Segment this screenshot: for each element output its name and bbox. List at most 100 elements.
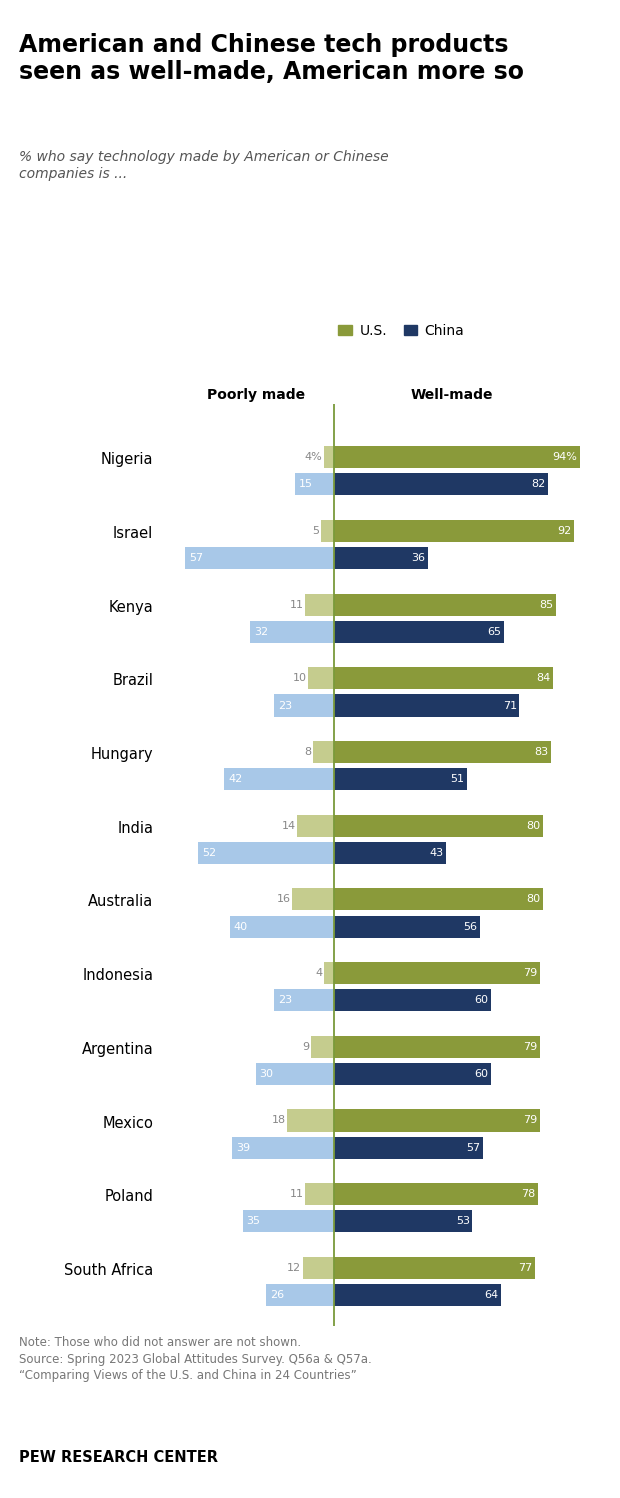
Bar [334, 593, 556, 616]
Bar [324, 446, 334, 469]
Text: 57: 57 [466, 1143, 480, 1153]
Text: 80: 80 [526, 821, 541, 831]
Bar [287, 1110, 334, 1131]
Text: 53: 53 [456, 1216, 470, 1227]
Bar [242, 1210, 334, 1233]
Bar [334, 1257, 535, 1279]
Text: 77: 77 [518, 1263, 533, 1273]
Text: PEW RESEARCH CENTER: PEW RESEARCH CENTER [19, 1450, 218, 1465]
Text: 39: 39 [236, 1143, 250, 1153]
Bar [334, 1064, 491, 1085]
Bar [313, 742, 334, 762]
Bar [292, 888, 334, 911]
Text: 12: 12 [287, 1263, 301, 1273]
Text: 11: 11 [290, 1189, 304, 1200]
Text: 8: 8 [304, 748, 312, 756]
Text: 56: 56 [464, 921, 477, 932]
Text: 36: 36 [412, 553, 425, 563]
Text: 60: 60 [474, 995, 488, 1005]
Bar [334, 1035, 541, 1058]
Text: 85: 85 [539, 599, 554, 610]
Text: 11: 11 [290, 599, 304, 610]
Bar [198, 842, 334, 864]
Text: 26: 26 [270, 1290, 284, 1300]
Text: 79: 79 [523, 1116, 538, 1125]
Bar [334, 915, 480, 938]
Bar [334, 842, 446, 864]
Text: 71: 71 [503, 701, 517, 710]
Text: 15: 15 [299, 479, 313, 490]
Text: Poorly made: Poorly made [206, 388, 305, 403]
Bar [334, 1284, 501, 1306]
Text: 79: 79 [523, 968, 538, 978]
Text: Note: Those who did not answer are not shown.
Source: Spring 2023 Global Attitud: Note: Those who did not answer are not s… [19, 1336, 371, 1383]
Bar [334, 446, 580, 469]
Text: 4%: 4% [304, 452, 322, 463]
Text: 30: 30 [260, 1070, 273, 1079]
Text: 80: 80 [526, 894, 541, 905]
Text: 64: 64 [484, 1290, 498, 1300]
Bar [334, 1183, 538, 1206]
Bar [311, 1035, 334, 1058]
Text: 14: 14 [282, 821, 296, 831]
Bar [334, 815, 543, 837]
Bar [334, 1137, 483, 1159]
Bar [250, 620, 334, 643]
Text: 18: 18 [272, 1116, 286, 1125]
Bar [334, 547, 428, 569]
Bar [334, 742, 551, 762]
Bar [274, 695, 334, 716]
Bar [305, 1183, 334, 1206]
Text: 78: 78 [521, 1189, 535, 1200]
Bar [334, 989, 491, 1011]
Text: 94%: 94% [552, 452, 577, 463]
Bar [232, 1137, 334, 1159]
Bar [334, 520, 574, 542]
Bar [308, 667, 334, 689]
Text: 42: 42 [228, 774, 242, 785]
Bar [334, 1210, 472, 1233]
Bar [298, 815, 334, 837]
Text: 40: 40 [234, 921, 247, 932]
Text: 4: 4 [315, 968, 322, 978]
Bar [224, 768, 334, 791]
Text: 60: 60 [474, 1070, 488, 1079]
Bar [324, 962, 334, 984]
Text: 32: 32 [254, 626, 268, 637]
Bar [334, 620, 504, 643]
Bar [334, 888, 543, 911]
Text: 5: 5 [312, 526, 320, 536]
Bar [185, 547, 334, 569]
Text: 23: 23 [278, 701, 292, 710]
Text: 82: 82 [531, 479, 546, 490]
Bar [334, 768, 467, 791]
Text: 23: 23 [278, 995, 292, 1005]
Text: American and Chinese tech products
seen as well-made, American more so: American and Chinese tech products seen … [19, 33, 524, 84]
Text: 52: 52 [202, 848, 216, 858]
Bar [334, 1110, 541, 1131]
Bar [303, 1257, 334, 1279]
Bar [295, 473, 334, 496]
Text: 51: 51 [451, 774, 464, 785]
Text: 57: 57 [189, 553, 203, 563]
Bar [305, 593, 334, 616]
Bar [321, 520, 334, 542]
Text: 84: 84 [536, 673, 551, 683]
Text: 35: 35 [247, 1216, 260, 1227]
Text: 10: 10 [293, 673, 307, 683]
Bar [334, 962, 541, 984]
Text: 83: 83 [534, 748, 548, 756]
Text: 43: 43 [430, 848, 444, 858]
Text: 9: 9 [302, 1041, 309, 1052]
Bar [334, 695, 520, 716]
Text: 92: 92 [557, 526, 572, 536]
Bar [334, 667, 554, 689]
Legend: U.S., China: U.S., China [339, 324, 464, 339]
Text: % who say technology made by American or Chinese
companies is ...: % who say technology made by American or… [19, 150, 388, 181]
Bar [274, 989, 334, 1011]
Bar [229, 915, 334, 938]
Bar [255, 1064, 334, 1085]
Text: Well-made: Well-made [410, 388, 493, 403]
Text: 65: 65 [487, 626, 501, 637]
Bar [266, 1284, 334, 1306]
